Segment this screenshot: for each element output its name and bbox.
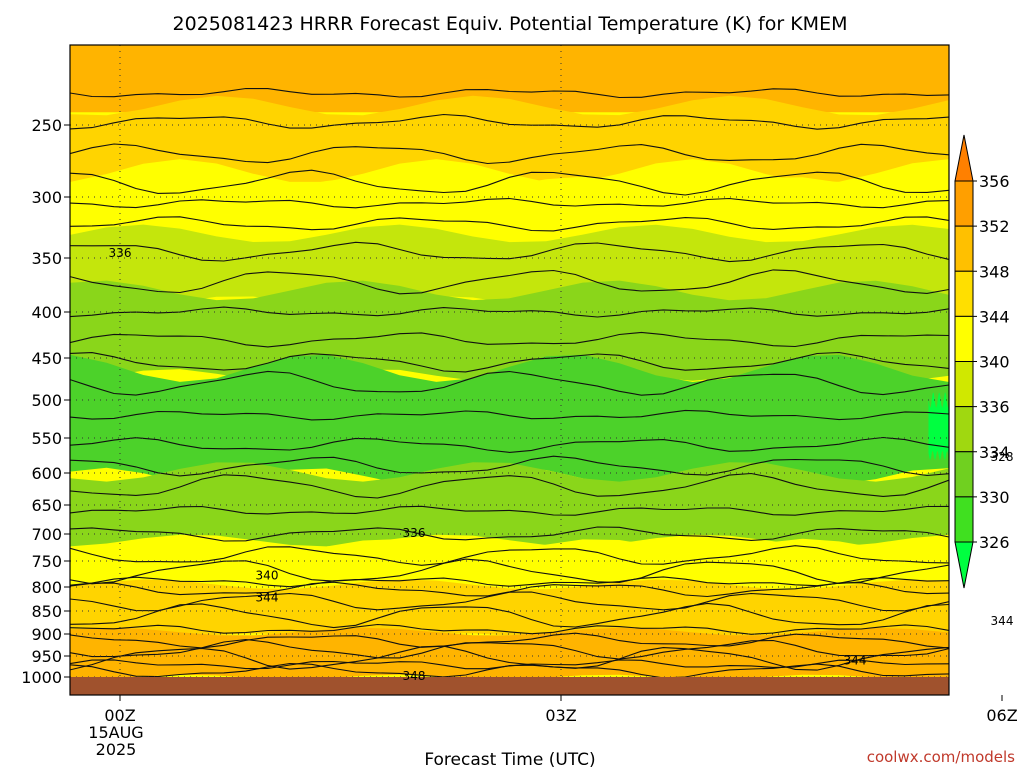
colorbar-label: 352: [979, 217, 1010, 236]
contour-line: [70, 662, 949, 679]
colorbar-label: 334: [979, 443, 1010, 462]
colorbar-segment: [954, 496, 974, 543]
colorbar-label: 336: [979, 398, 1010, 417]
colorbar-segment: [954, 315, 974, 362]
contour-labels: 3403363323283243283363403443403443443443…: [109, 246, 1014, 683]
terrain-bar: [70, 677, 949, 695]
y-axis: 250 300 350 400 450 500 550 600 650 700 750 800 850 9…: [21, 116, 70, 687]
y-tick-label: 750: [31, 552, 62, 571]
colorbar-label: 330: [979, 488, 1010, 507]
band-336: [70, 224, 949, 307]
contour-label: 344: [844, 654, 867, 668]
band-324: [928, 392, 949, 461]
band-328: [70, 354, 949, 485]
y-tick-label: 950: [31, 647, 62, 666]
contour-line: [70, 645, 949, 671]
y-tick-label: 550: [31, 429, 62, 448]
contour-line: [70, 638, 949, 660]
x-axis: 00Z15AUG202503Z06Z09Z12Z15Z: [88, 695, 1018, 759]
contour-line: [70, 241, 949, 263]
y-tick-label: 350: [31, 249, 62, 268]
contour-label: 328: [991, 450, 1014, 464]
band-348: [70, 45, 949, 113]
y-tick-label: 850: [31, 602, 62, 621]
y-tick-label: 650: [31, 496, 62, 515]
y-tick-label: 900: [31, 625, 62, 644]
contour-label: 340: [256, 569, 279, 583]
x-tick-label: 00Z: [104, 706, 135, 725]
band-340: [70, 534, 949, 593]
colorbar-segment: [954, 451, 974, 498]
colorbar-segment: [954, 225, 974, 272]
contour-line: [70, 269, 949, 295]
contour-line: [70, 505, 949, 516]
contour-label: 336: [109, 246, 132, 260]
contour-label: 348: [403, 669, 426, 683]
band-332: [70, 280, 949, 381]
contour-line: [70, 113, 949, 130]
plot-area: [70, 45, 949, 695]
contour-line: [70, 623, 949, 635]
x-axis-label: Forecast Time (UTC): [424, 750, 595, 768]
y-tick-label: 1000: [21, 668, 62, 687]
contour-line: [70, 409, 949, 421]
contour-line: [70, 576, 949, 588]
band-332: [70, 462, 949, 551]
band-348: [70, 627, 949, 680]
y-tick-label: 600: [31, 464, 62, 483]
contour-line: [70, 306, 949, 318]
contour-line: [70, 602, 949, 629]
colorbar-label: 344: [979, 307, 1010, 326]
contour-line: [70, 197, 949, 209]
colorbar-label: 348: [979, 262, 1010, 281]
contour-line: [70, 526, 949, 542]
colorbar-top-arrow: [954, 134, 974, 182]
x-tick-sublabel: 2025: [96, 740, 137, 759]
credit-link[interactable]: coolwx.com/models: [867, 748, 1015, 766]
y-tick-label: 700: [31, 525, 62, 544]
colorbar-segment: [954, 406, 974, 453]
y-tick-label: 500: [31, 391, 62, 410]
contour-line: [70, 143, 949, 165]
contour-line: [70, 472, 949, 499]
contour-line: [70, 351, 949, 373]
y-tick-label: 800: [31, 578, 62, 597]
contour-lines: [70, 87, 949, 679]
contour-line: [70, 436, 949, 453]
contour-label: 336: [403, 526, 426, 540]
colorbar: 356 352 348 344 340 336 334 330 326: [954, 134, 1010, 589]
x-tick-label: 06Z: [986, 706, 1017, 725]
y-tick-label: 400: [31, 303, 62, 322]
contour-label: 344: [991, 614, 1014, 628]
y-tick-label: 300: [31, 188, 62, 207]
contour-line: [70, 216, 949, 232]
colorbar-segment: [954, 361, 974, 408]
contour-line: [70, 558, 949, 585]
color-bands: [70, 45, 949, 680]
contour-line: [70, 632, 949, 649]
plot-frame: [69, 44, 950, 696]
contour-line: [70, 455, 949, 477]
colorbar-segment: [954, 180, 974, 227]
y-tick-label: 450: [31, 349, 62, 368]
contour-line: [70, 545, 949, 566]
contour-label: 344: [256, 591, 279, 605]
contour-line: [70, 591, 949, 612]
x-tick-label: 03Z: [545, 706, 576, 725]
x-tick-sublabel: 15AUG: [88, 723, 143, 742]
colorbar-label: 340: [979, 353, 1010, 372]
contour-line: [70, 87, 949, 99]
chart-title: 2025081423 HRRR Forecast Equiv. Potentia…: [173, 13, 848, 35]
colorbar-label: 326: [979, 533, 1010, 552]
colorbar-segment: [954, 270, 974, 317]
contour-line: [70, 331, 949, 348]
y-tick-label: 250: [31, 116, 62, 135]
contour-line: [70, 370, 949, 396]
colorbar-label: 356: [979, 172, 1010, 191]
colorbar-bottom-arrow: [954, 541, 974, 589]
contour-line: [70, 169, 949, 196]
